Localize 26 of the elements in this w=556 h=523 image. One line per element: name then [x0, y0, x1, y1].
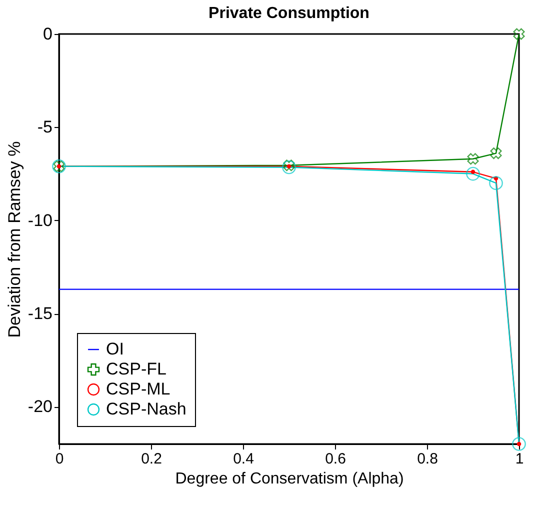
point — [467, 153, 479, 165]
point — [283, 160, 295, 172]
x-tick-label: 0.2 — [141, 450, 162, 468]
legend-label: OI — [106, 340, 124, 358]
point — [489, 176, 503, 190]
y-tick-label: -10 — [28, 210, 52, 230]
chart-title: Private Consumption — [208, 5, 370, 22]
point — [512, 437, 526, 451]
x-axis-title: Degree of Conservatism (Alpha) — [175, 470, 404, 488]
point — [466, 166, 480, 181]
x-tick-label: 0.8 — [417, 450, 438, 468]
y-tick-label: -5 — [37, 118, 52, 137]
y-tick-label: -20 — [28, 397, 52, 416]
y-axis-title: Deviation from Ramsey % — [4, 141, 24, 338]
legend-label: CSP-ML — [106, 380, 170, 398]
point — [513, 28, 525, 40]
y-tick-label: -15 — [28, 304, 52, 324]
x-tick-label: 0.4 — [233, 450, 254, 468]
point — [282, 160, 296, 174]
x-tick-label: 1 — [515, 450, 524, 468]
x-tick-label: 0.6 — [325, 450, 346, 468]
legend-label: CSP-FL — [106, 360, 166, 378]
legend-label: CSP-Nash — [106, 400, 186, 418]
y-tick-label: 0 — [43, 24, 52, 44]
point — [490, 147, 502, 160]
x-tick-label: 0 — [55, 450, 64, 468]
